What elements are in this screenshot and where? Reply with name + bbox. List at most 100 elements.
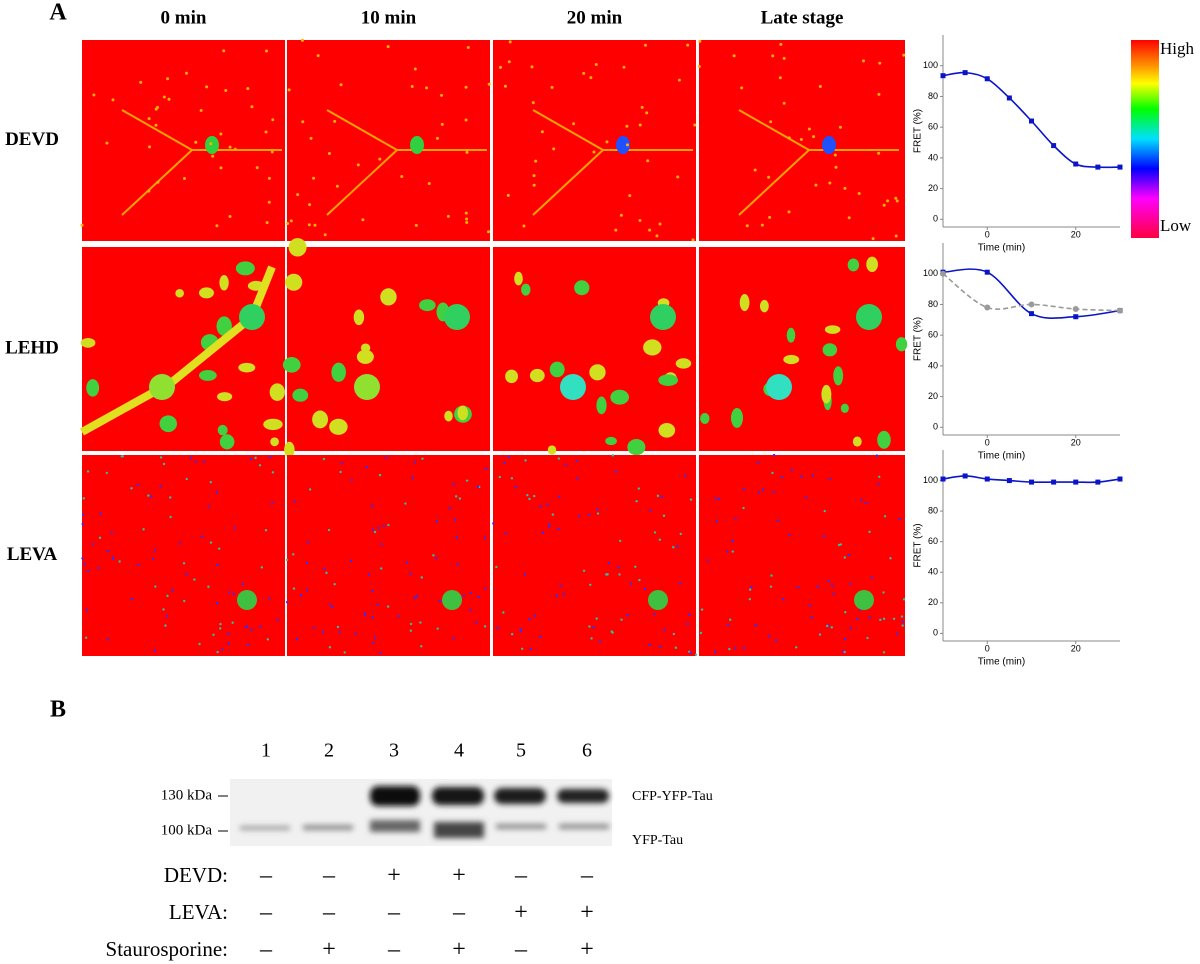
condition-sign: – (259, 900, 273, 926)
condition-sign: + (580, 900, 594, 926)
x-tick-label: 0 (985, 229, 990, 239)
column-header: 0 min (161, 7, 207, 28)
y-tick-label: 80 (928, 299, 938, 309)
micrograph (697, 39, 906, 241)
x-tick-label: 0 (985, 437, 990, 447)
y-tick-label: 0 (933, 422, 938, 432)
y-tick-label: 20 (928, 391, 938, 401)
y-tick-label: 0 (933, 214, 938, 224)
data-point (1072, 306, 1079, 313)
y-tick-label: 100 (923, 268, 938, 278)
micrograph (80, 247, 285, 451)
condition-sign: – (322, 900, 336, 926)
condition-sign: + (514, 900, 528, 926)
x-tick-label: 20 (1071, 229, 1081, 239)
data-point (1073, 314, 1079, 320)
data-point (1073, 479, 1079, 485)
data-point (1117, 307, 1123, 314)
micrograph (699, 453, 906, 656)
data-point (1073, 161, 1079, 167)
condition-sign: + (452, 863, 466, 889)
data-point (1029, 479, 1034, 485)
y-tick-label: 80 (928, 505, 938, 515)
colorbar-low: Low (1160, 216, 1192, 235)
data-point (1028, 301, 1035, 308)
panel-label: A (49, 0, 67, 26)
data-point (1095, 164, 1101, 170)
fret-line (942, 268, 1121, 319)
y-tick-label: 40 (928, 567, 938, 577)
fret-chart: 0 20 40 60 80 100 0 20 Time (min) FRET (%) (913, 35, 1123, 254)
panel-label: B (50, 697, 66, 723)
lane-number: 6 (582, 740, 592, 762)
x-axis-label: Time (min) (978, 451, 1025, 462)
data-point (1029, 118, 1034, 124)
data-point (984, 76, 990, 82)
data-point (1029, 311, 1034, 317)
y-tick-label: 80 (928, 91, 938, 101)
y-axis-label: FRET (%) (913, 109, 924, 153)
y-tick-label: 40 (928, 152, 938, 162)
micrograph (492, 454, 698, 656)
condition-sign: – (514, 863, 528, 889)
lane-number: 2 (324, 740, 334, 762)
column-header: 10 min (361, 7, 417, 28)
condition-name: Staurosporine: (106, 937, 228, 961)
y-tick-label: 40 (928, 360, 938, 370)
micrograph (80, 40, 285, 241)
mw-marker: 130 kDa (161, 787, 213, 803)
western-blot (218, 779, 612, 846)
condition-sign: + (580, 937, 594, 963)
lane-number: 4 (454, 740, 464, 762)
band-label: YFP-Tau (632, 833, 683, 848)
data-point (1006, 478, 1012, 484)
x-tick-label: 20 (1071, 643, 1081, 653)
condition-name: DEVD: (164, 863, 228, 887)
micrograph (286, 38, 491, 241)
condition-sign: – (580, 863, 594, 889)
condition-sign: – (259, 863, 273, 889)
micrograph (285, 455, 490, 656)
band-label: CFP-YFP-Tau (632, 789, 713, 804)
y-tick-label: 100 (923, 475, 938, 485)
row-header: DEVD (5, 129, 59, 150)
lane-number: 1 (261, 740, 271, 762)
micrograph (282, 238, 490, 458)
x-axis-label: Time (min) (978, 657, 1025, 668)
data-point (1117, 476, 1123, 482)
data-point (1117, 164, 1123, 170)
y-tick-label: 20 (928, 597, 938, 607)
data-point (962, 473, 968, 479)
colorbar (1131, 40, 1159, 238)
data-point (962, 70, 968, 76)
x-tick-label: 0 (985, 643, 990, 653)
colorbar-high: High (1160, 39, 1195, 58)
data-point (1051, 143, 1057, 149)
data-point (940, 73, 946, 79)
condition-sign: – (452, 900, 466, 926)
mw-marker: 100 kDa (161, 822, 213, 838)
y-tick-label: 0 (933, 628, 938, 638)
y-tick-label: 100 (923, 60, 938, 70)
row-header: LEVA (7, 544, 58, 565)
column-header: 20 min (567, 7, 623, 28)
condition-sign: – (322, 863, 336, 889)
micrograph (493, 247, 696, 456)
data-point (984, 476, 990, 482)
fret-chart: 0 20 40 60 80 100 0 20 Time (min) FRET (%) (913, 450, 1123, 668)
micrograph (493, 40, 697, 242)
column-header: Late stage (761, 7, 844, 28)
lane-number: 3 (389, 740, 399, 762)
y-tick-label: 20 (928, 183, 938, 193)
y-tick-label: 60 (928, 330, 938, 340)
data-point (1095, 479, 1101, 485)
condition-sign: + (452, 937, 466, 963)
data-point (940, 270, 946, 277)
condition-sign: – (387, 937, 401, 963)
y-axis-label: FRET (%) (913, 317, 924, 361)
data-point (984, 304, 991, 311)
data-point (984, 269, 990, 275)
condition-sign: + (322, 937, 336, 963)
data-point (1006, 95, 1012, 101)
